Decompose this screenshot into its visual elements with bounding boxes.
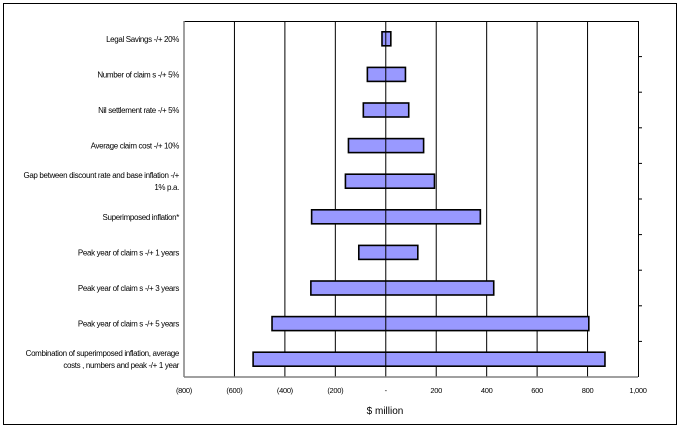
category-label: Average claim cost -/+ 10% <box>91 142 180 151</box>
category-label: Gap between discount rate and base infla… <box>23 171 179 180</box>
bar <box>381 30 392 47</box>
category-label: Nil settlement rate -/+ 5% <box>98 106 179 115</box>
x-tick-label: - <box>385 386 388 395</box>
category-label: Legal Savings -/+ 20% <box>106 35 179 44</box>
category-label: costs , numbers and peak -/+ 1 year <box>63 361 179 370</box>
category-label: Peak year of claim s -/+ 5 years <box>78 320 179 329</box>
category-label: Number of claim s -/+ 5% <box>97 70 179 79</box>
bar <box>357 244 419 261</box>
bar <box>310 280 495 296</box>
x-tick-label: (600) <box>226 386 243 395</box>
x-tick-label: 1,000 <box>629 386 646 395</box>
x-axis-label: $ million <box>367 406 404 417</box>
category-label: Superimposed inflation* <box>103 213 180 222</box>
bar <box>366 66 407 83</box>
x-tick-label: (800) <box>176 386 193 395</box>
x-tick-label: 200 <box>430 386 442 395</box>
category-label: 1% p.a. <box>154 183 179 192</box>
bar <box>252 351 606 368</box>
x-tick-label: (400) <box>277 386 294 395</box>
category-label: Peak year of claim s -/+ 1 years <box>78 248 179 257</box>
bar <box>310 209 482 225</box>
x-tick-label: 600 <box>531 386 543 395</box>
bar <box>271 315 590 332</box>
x-tick-label: (200) <box>327 386 344 395</box>
category-label: Combination of superimposed inflation, a… <box>26 349 180 358</box>
x-tick-label: 800 <box>582 386 594 395</box>
bar <box>344 173 436 189</box>
category-label: Peak year of claim s -/+ 3 years <box>78 284 179 293</box>
x-tick-label: 400 <box>481 386 493 395</box>
